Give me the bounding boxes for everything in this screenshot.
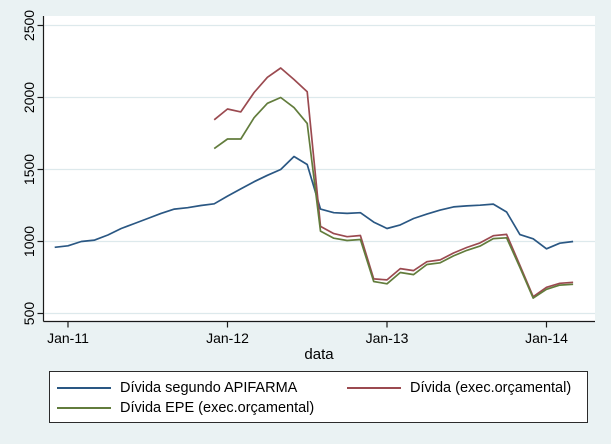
legend-line-swatch-blue: [57, 387, 111, 389]
y-tick-label: 2500: [21, 10, 37, 41]
y-tick-label: 1500: [21, 154, 37, 185]
legend-line-swatch-green: [57, 407, 111, 409]
gridlines: [44, 24, 595, 315]
plot-area: [43, 16, 595, 322]
x-tick-label: Jan-14: [525, 330, 568, 346]
y-tick-label: 2000: [21, 82, 37, 113]
y-tick-label: 500: [21, 302, 37, 326]
legend-entry-apifarma: Dívida segundo APIFARMA: [50, 378, 340, 398]
series-line-0: [54, 155, 574, 250]
legend-label: Dívida EPE (exec.orçamental): [120, 400, 315, 416]
legend-entry-epe-exec: Dívida EPE (exec.orçamental): [50, 398, 340, 418]
chart-legend: Dívida segundo APIFARMA Dívida (exec.orç…: [49, 371, 588, 423]
legend-line-swatch-red: [347, 387, 401, 389]
x-tick-label: Jan-11: [47, 330, 89, 346]
y-tick-label: 1000: [21, 226, 37, 257]
series-line-1: [213, 67, 574, 298]
x-axis-ticks: Jan-11 Jan-12 Jan-13 Jan-14: [47, 321, 568, 346]
series-lines: [54, 67, 574, 299]
y-axis-ticks: 500 1000 1500 2000 2500: [21, 10, 44, 325]
legend-label: Dívida (exec.orçamental): [410, 380, 572, 396]
x-tick-label: Jan-13: [366, 330, 409, 346]
x-tick-label: Jan-12: [206, 330, 249, 346]
legend-entry-divida-exec: Dívida (exec.orçamental): [340, 378, 587, 398]
legend-label: Dívida segundo APIFARMA: [120, 380, 298, 396]
x-axis-title: data: [304, 346, 334, 363]
series-line-2: [213, 96, 574, 299]
